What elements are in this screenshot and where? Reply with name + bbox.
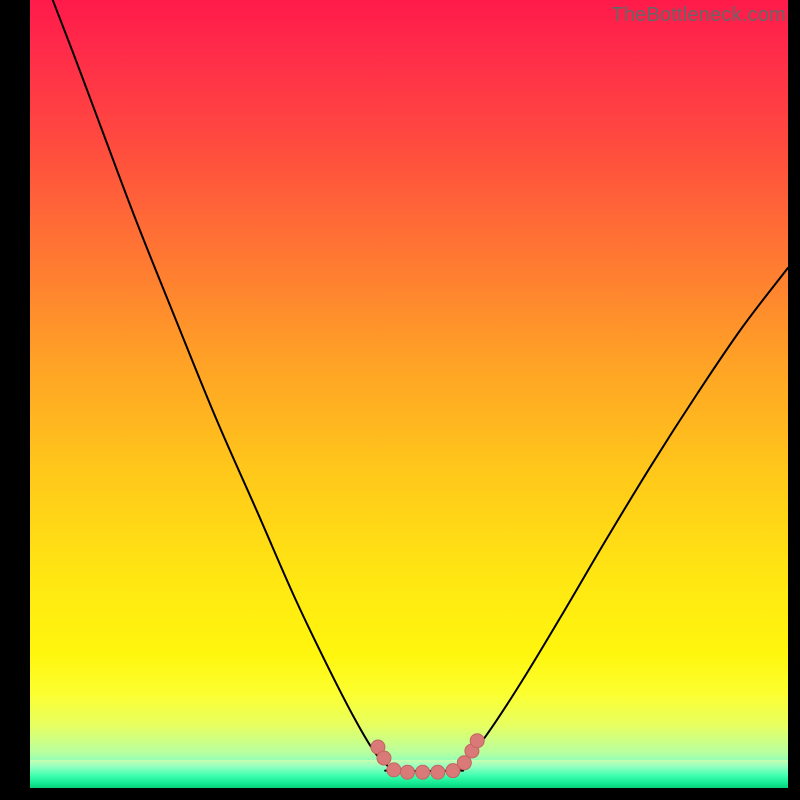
curve-layer [30,0,788,788]
plot-area [30,0,788,788]
data-marker [377,751,391,765]
data-marker [470,734,484,748]
data-marker [431,765,445,779]
chart-canvas: TheBottleneck.com [0,0,800,800]
frame-left [0,0,30,800]
data-marker [416,765,430,779]
data-marker [400,765,414,779]
watermark-text: TheBottleneck.com [611,4,786,27]
frame-right [788,0,800,800]
bottleneck-curve [53,0,788,771]
data-marker [387,763,401,777]
frame-bottom [0,788,800,800]
marker-group [371,734,484,780]
